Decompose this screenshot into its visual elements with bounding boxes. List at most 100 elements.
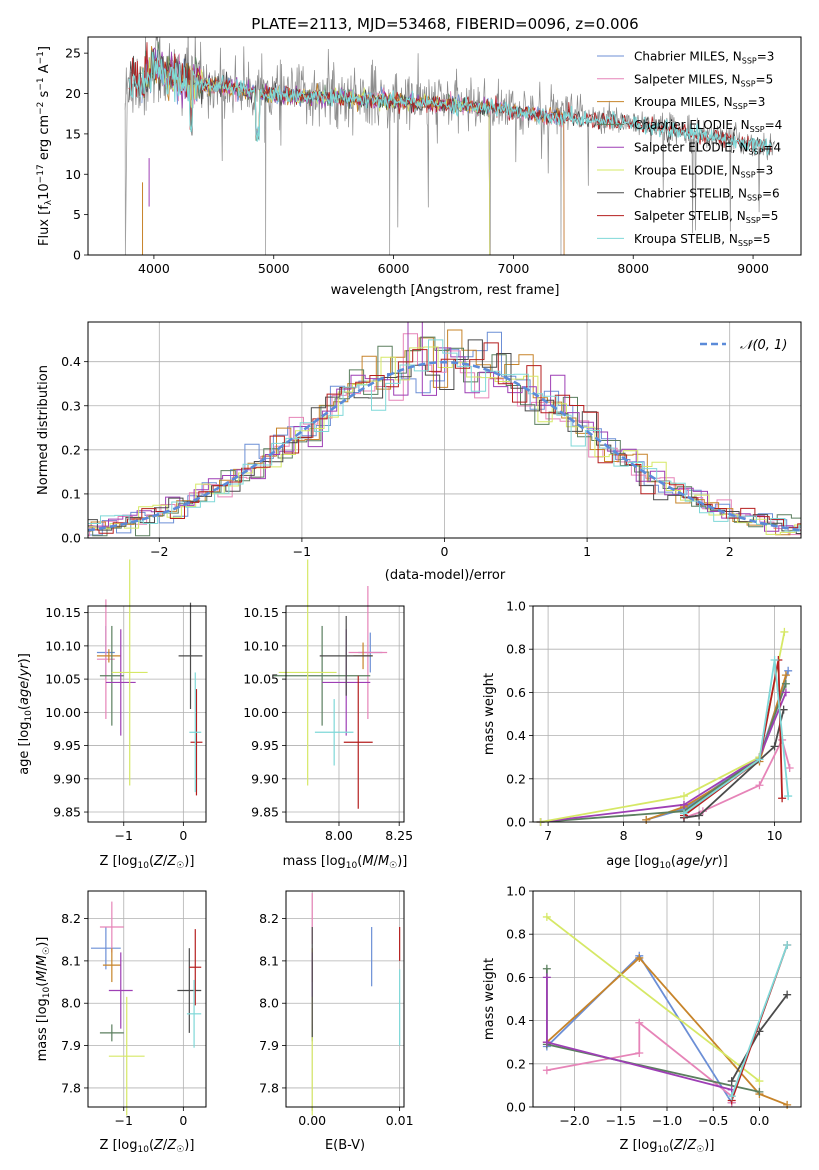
age-vs-Z-x-tick-label: 0 xyxy=(179,828,187,843)
normal-curve xyxy=(88,360,801,532)
weight-vs-age-series-line xyxy=(645,674,787,821)
weight-vs-age-series-line xyxy=(540,683,787,823)
age-vs-mass-grid: 8.00 8.25 9.85 9.90 9.95 10.00 10.05 10.10 10.15 xyxy=(243,605,413,843)
age-vs-mass-y-tick-label: 10.05 xyxy=(243,672,279,687)
weight-vs-Z-point-marker xyxy=(783,941,792,949)
weight-vs-age-y-tick-label: 0.8 xyxy=(506,642,526,657)
mass-vs-Z-y-tick-label: 8.2 xyxy=(61,911,81,926)
weight-vs-Z-point-marker xyxy=(542,1038,551,1047)
weight-vs-Z-series-line xyxy=(546,956,788,1106)
weight-vs-Z-point-marker xyxy=(755,1087,764,1096)
weight-vs-age-series-line xyxy=(645,670,790,821)
age-vs-mass-y-tick-label: 9.95 xyxy=(251,738,279,753)
weight-vs-age-x-tick-label: 7 xyxy=(544,828,552,843)
age-vs-Z-y-tick-label: 9.95 xyxy=(53,738,81,753)
weight-vs-age-point-marker xyxy=(679,800,688,809)
legend-label: Salpeter STELIB, NSSP=5 xyxy=(634,209,778,225)
weight-vs-age-point-marker xyxy=(695,811,704,820)
spectrum-panel: PLATE=2113, MJD=53468, FIBERID=0096, z=0… xyxy=(36,15,802,298)
legend-label: Salpeter MILES, NSSP=5 xyxy=(634,72,773,88)
mass-vs-ebv-grid: 0.00 0.01 7.8 7.9 8.0 8.1 8.2 xyxy=(259,891,414,1128)
residual-histogram-step xyxy=(88,331,801,536)
residuals-frame xyxy=(87,321,802,539)
weight-vs-age-point-marker xyxy=(755,755,764,764)
spectrum-y-tick-label: 10 xyxy=(65,167,81,182)
mass-vs-Z-y-label: mass [log10(M/M☉)] xyxy=(35,937,52,1062)
weight-vs-Z-point-marker xyxy=(635,1049,644,1057)
weight-vs-age-point-marker xyxy=(780,627,789,636)
mass-vs-Z-points xyxy=(90,901,202,1116)
residual-histogram-step xyxy=(88,336,801,537)
mass-vs-Z-y-tick-label: 8.1 xyxy=(61,953,81,968)
weight-vs-age-x-tick-label: 10 xyxy=(767,828,783,843)
age-vs-mass-y-tick-label: 10.15 xyxy=(243,605,279,620)
age-vs-Z-grid: −1 0 9.85 9.90 9.95 10.00 10.05 10.10 10.15 xyxy=(45,605,206,843)
age-vs-Z-x-label: Z [log10(Z/Z☉)] xyxy=(100,854,195,871)
age-vs-Z-y-tick-label: 10.00 xyxy=(45,705,81,720)
spectrum-plot-area xyxy=(124,37,775,255)
residuals-x-tick-label: 2 xyxy=(726,544,734,559)
mass-vs-ebv-y-tick-label: 8.2 xyxy=(259,911,279,926)
weight-vs-Z-y-tick-label: 0.6 xyxy=(506,970,526,985)
weight-vs-Z-panel: −2.0 −1.5 −1.0 −0.5 0.0 0.0 0.2 0.4 0.6 0.8 1.0 Z [… xyxy=(482,884,802,1155)
weight-vs-age-grid: 7 8 9 10 0.0 0.2 0.4 0.6 0.8 1.0 xyxy=(506,599,801,843)
weight-vs-Z-point-marker xyxy=(755,1077,764,1086)
mass-vs-Z-panel: −1 0 7.8 7.9 8.0 8.1 8.2 Z [log10(Z/Z☉)] mass [l… xyxy=(35,890,207,1155)
weight-vs-age-point-marker xyxy=(770,742,779,751)
residual-histogram-step xyxy=(88,339,801,532)
age-vs-mass-y-tick-label: 9.90 xyxy=(251,771,279,786)
residuals-y-tick-label: 0.3 xyxy=(61,398,81,413)
spectrum-y-tick-label: 20 xyxy=(65,86,81,101)
spectrum-x-tick-label: 9000 xyxy=(737,261,769,276)
residuals-x-tick-label: 0 xyxy=(441,544,449,559)
weight-vs-Z-y-tick-label: 0.8 xyxy=(506,927,526,942)
spectrum-legend: Chabrier MILES, NSSP=3 Salpeter MILES, NS… xyxy=(597,50,782,248)
weight-vs-age-point-marker xyxy=(784,666,793,675)
residuals-legend: 𝒩(0, 1) xyxy=(700,338,787,353)
weight-vs-age-y-tick-label: 0.6 xyxy=(506,685,526,700)
legend-label: Chabrier STELIB, NSSP=6 xyxy=(634,186,780,202)
weight-vs-age-x-tick-label: 9 xyxy=(695,828,703,843)
weight-vs-age-y-tick-label: 0.2 xyxy=(506,771,526,786)
age-vs-Z-y-tick-label: 10.15 xyxy=(45,605,81,620)
spectrum-y-tick-label: 0 xyxy=(73,248,81,263)
weight-vs-Z-x-tick-label: 0.0 xyxy=(749,1113,769,1128)
weight-vs-age-x-tick-label: 8 xyxy=(620,828,628,843)
age-vs-Z-points xyxy=(96,559,203,796)
age-vs-mass-x-tick-label: 8.25 xyxy=(385,828,413,843)
weight-vs-age-point-marker xyxy=(679,792,688,801)
weight-vs-Z-point-marker xyxy=(635,1018,644,1027)
residuals-y-tick-label: 0.0 xyxy=(61,531,81,546)
weight-vs-Z-x-tick-label: −2.0 xyxy=(559,1113,589,1128)
spectrum-x-ticks: 4000 5000 6000 7000 8000 9000 xyxy=(138,255,769,276)
mass-vs-Z-y-tick-label: 7.9 xyxy=(61,1038,81,1053)
spectrum-title: PLATE=2113, MJD=53468, FIBERID=0096, z=0… xyxy=(251,15,638,33)
spectrum-lines xyxy=(124,37,775,255)
spectrum-x-tick-label: 8000 xyxy=(617,261,649,276)
weight-vs-age-point-marker xyxy=(755,781,764,790)
observed-spectrum-dropout xyxy=(560,115,562,255)
mass-vs-ebv-points xyxy=(311,893,401,1116)
spectrum-x-tick-label: 4000 xyxy=(138,261,170,276)
model-spectrum-line xyxy=(141,54,491,255)
weight-vs-Z-point-marker xyxy=(783,990,792,999)
weight-vs-age-point-marker xyxy=(781,671,790,680)
weight-vs-age-point-marker xyxy=(785,764,794,772)
legend-label: Kroupa ELODIE, NSSP=3 xyxy=(634,164,773,180)
mass-vs-ebv-x-tick-label: 0.00 xyxy=(298,1113,326,1128)
spectrum-frame xyxy=(87,36,802,256)
weight-vs-Z-point-marker xyxy=(542,1066,551,1075)
weight-vs-age-point-marker xyxy=(781,688,790,697)
residuals-y-tick-label: 0.1 xyxy=(61,486,81,501)
weight-vs-age-panel: 7 8 9 10 0.0 0.2 0.4 0.6 0.8 1.0 age [log10(age/yr… xyxy=(482,599,802,871)
residuals-panel: −2 −1 0 1 2 0.0 0.1 0.2 0.3 0.4 (data-model)/erro… xyxy=(36,321,802,583)
observed-spectrum-dropout xyxy=(264,92,267,255)
legend-label: Chabrier MILES, NSSP=3 xyxy=(634,50,774,66)
weight-vs-age-point-marker xyxy=(642,815,651,824)
observed-spectrum-dropout xyxy=(489,106,492,255)
age-vs-mass-y-tick-label: 10.00 xyxy=(243,705,279,720)
weight-vs-age-y-tick-label: 1.0 xyxy=(506,599,526,614)
spectrum-x-tick-label: 6000 xyxy=(378,261,410,276)
weight-vs-age-y-tick-label: 0.4 xyxy=(506,728,526,743)
weight-vs-Z-series-line xyxy=(546,916,760,1082)
